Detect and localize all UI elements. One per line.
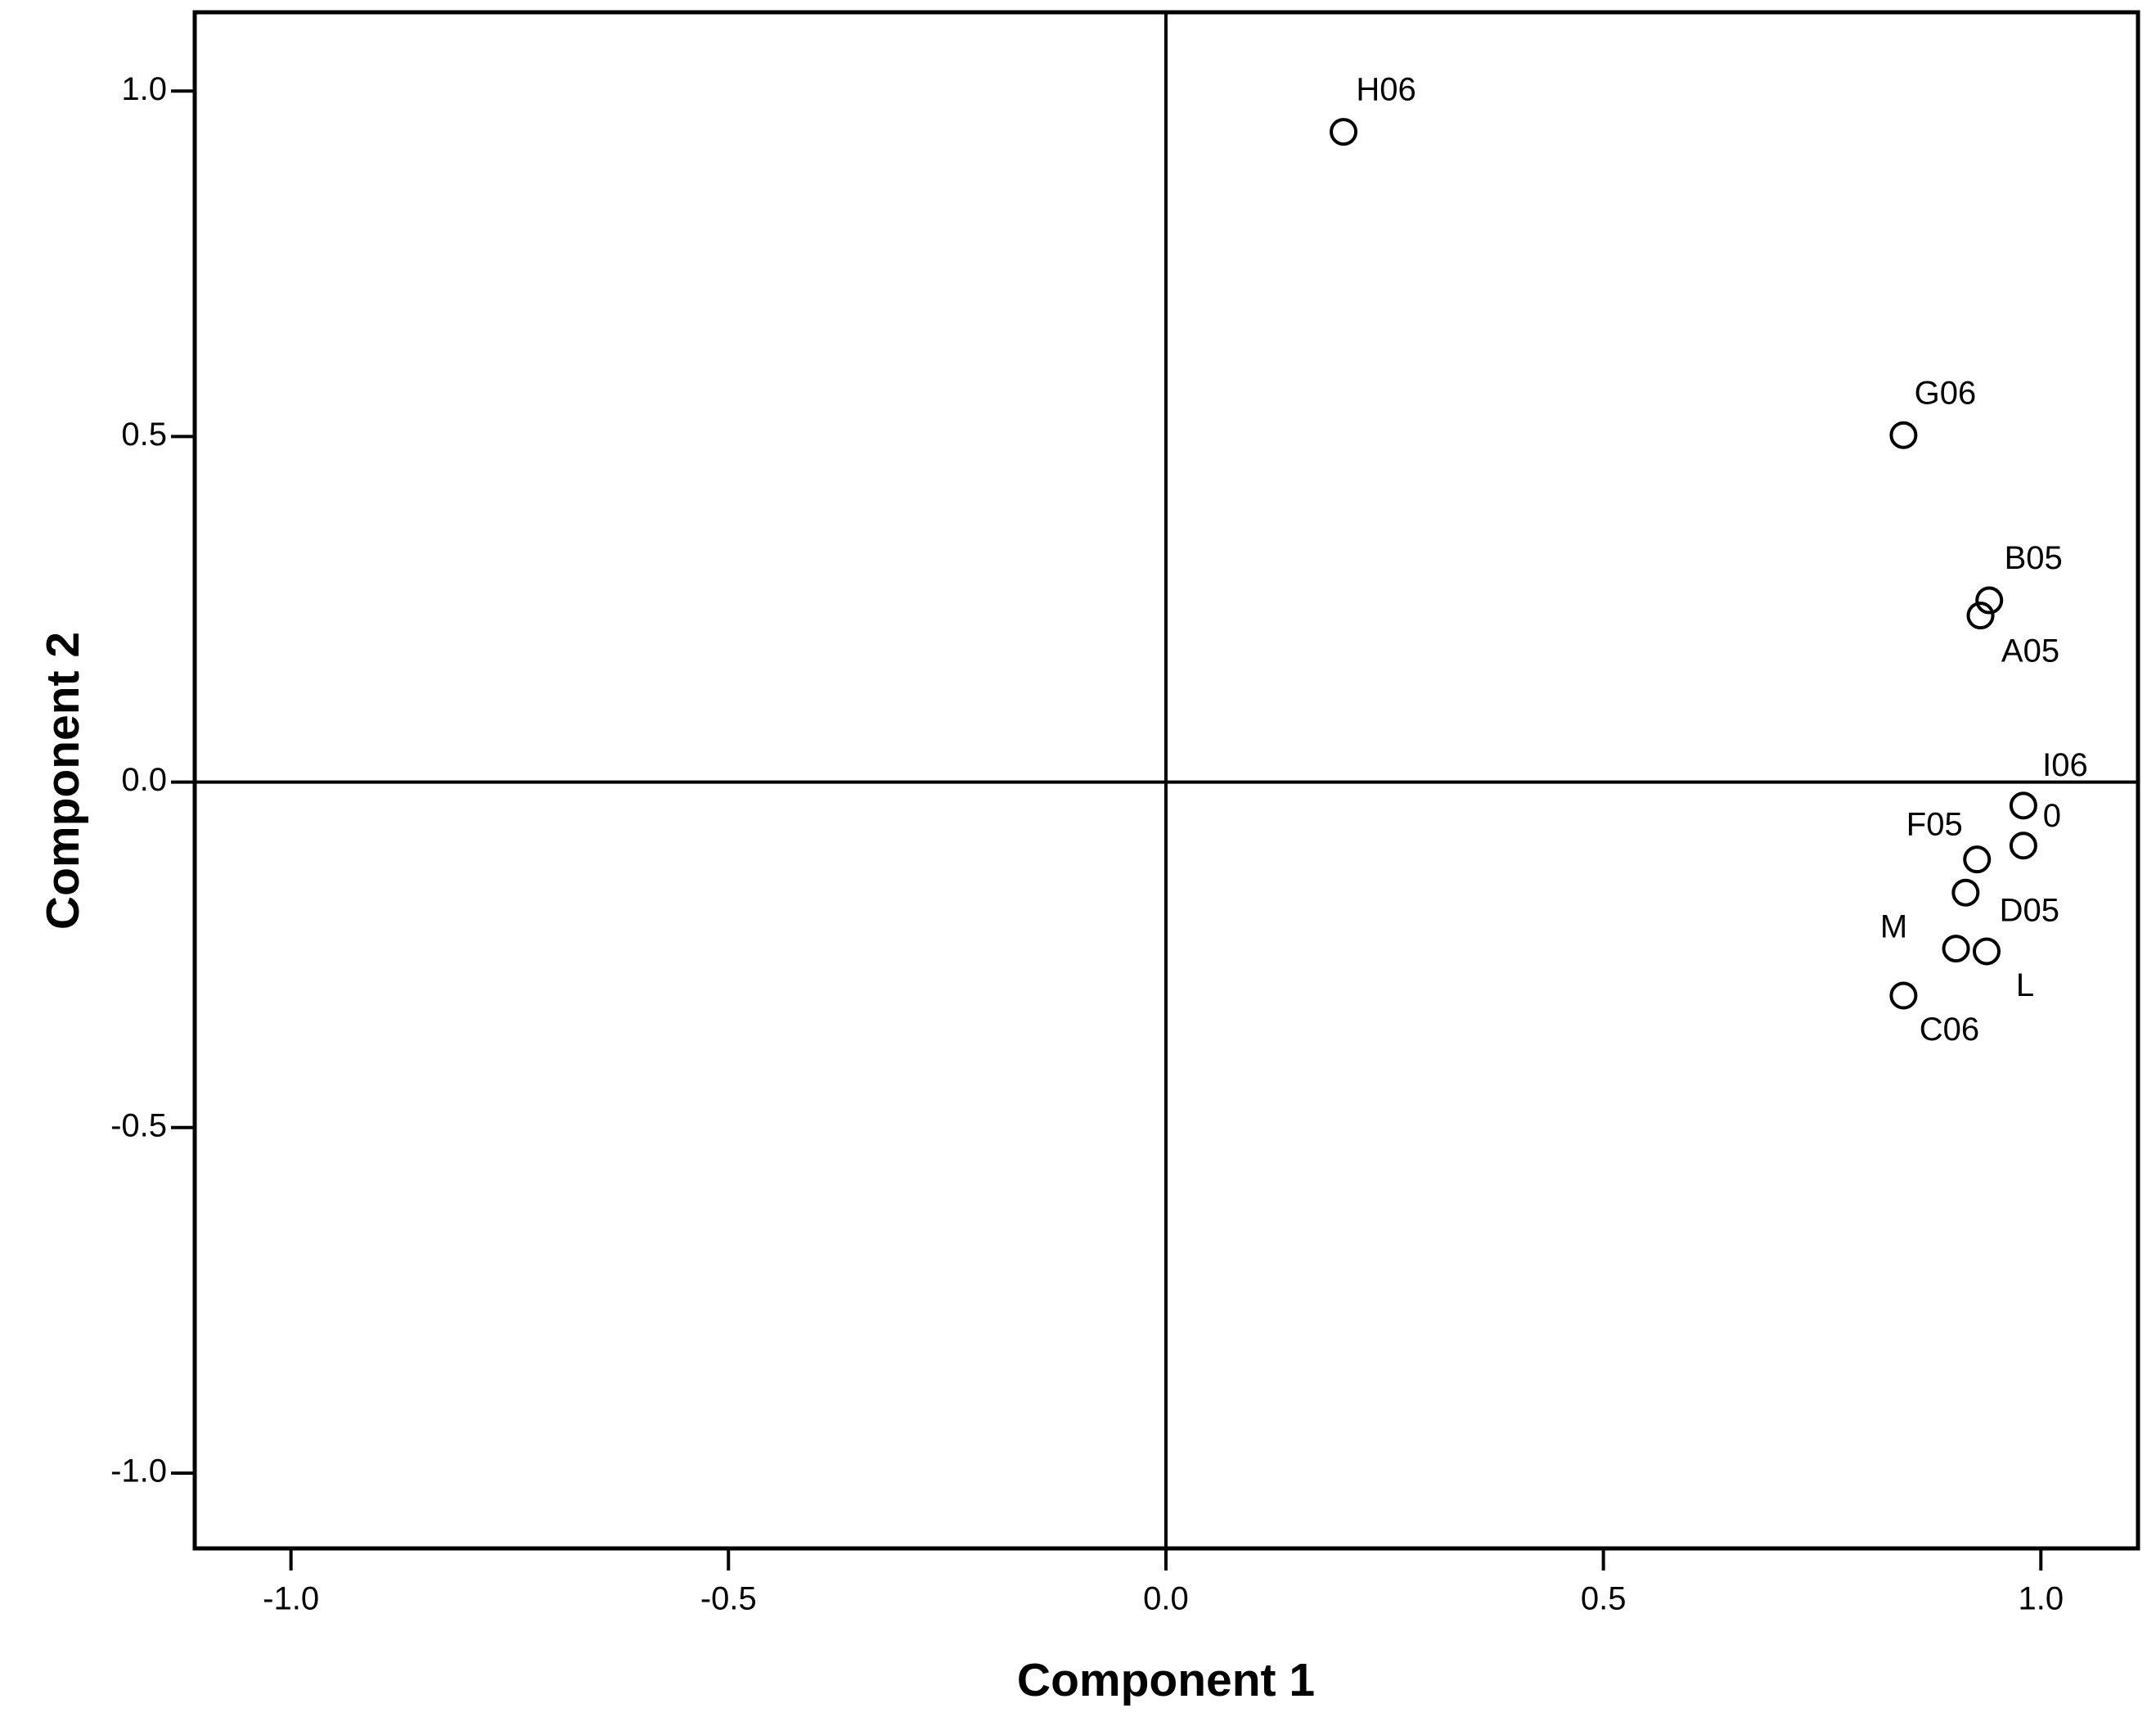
point-label: A05 bbox=[2001, 633, 2059, 669]
point-label: M bbox=[1880, 909, 1907, 945]
point bbox=[1330, 118, 1358, 146]
x-tick-label: -1.0 bbox=[263, 1581, 319, 1617]
y-tick-label: 0.5 bbox=[121, 417, 167, 453]
point bbox=[1942, 935, 1970, 963]
point bbox=[1966, 602, 1995, 630]
point bbox=[1951, 878, 1980, 907]
x-tick-label: -0.5 bbox=[700, 1581, 757, 1617]
point-label: G06 bbox=[1915, 375, 1977, 411]
point-label: L bbox=[2016, 967, 2034, 1003]
point bbox=[1963, 845, 1992, 874]
y-axis-title: Component 2 bbox=[37, 632, 89, 930]
point bbox=[1889, 421, 1918, 449]
y-tick-label: 0.0 bbox=[121, 762, 167, 798]
point-label: I06 bbox=[2042, 747, 2088, 783]
point-label: 0 bbox=[2043, 798, 2061, 834]
point-label: B05 bbox=[2005, 540, 2063, 576]
point-label: D05 bbox=[2000, 892, 2059, 928]
point-label: F05 bbox=[1906, 807, 1963, 843]
point-label: H06 bbox=[1356, 72, 1416, 108]
point-label: C06 bbox=[1920, 1012, 1979, 1048]
x-tick-label: 0.5 bbox=[1581, 1581, 1627, 1617]
point bbox=[1889, 981, 1918, 1010]
point bbox=[2009, 831, 2037, 860]
x-tick-label: 1.0 bbox=[2018, 1581, 2064, 1617]
point bbox=[1973, 937, 2001, 966]
point bbox=[2009, 791, 2037, 820]
x-tick-label: 0.0 bbox=[1143, 1581, 1189, 1617]
x-axis-title: Component 1 bbox=[1017, 1654, 1315, 1706]
y-tick-label: -1.0 bbox=[110, 1453, 167, 1489]
y-tick-label: 1.0 bbox=[121, 71, 167, 107]
point bbox=[1975, 586, 2004, 615]
y-tick-label: -0.5 bbox=[110, 1107, 167, 1143]
